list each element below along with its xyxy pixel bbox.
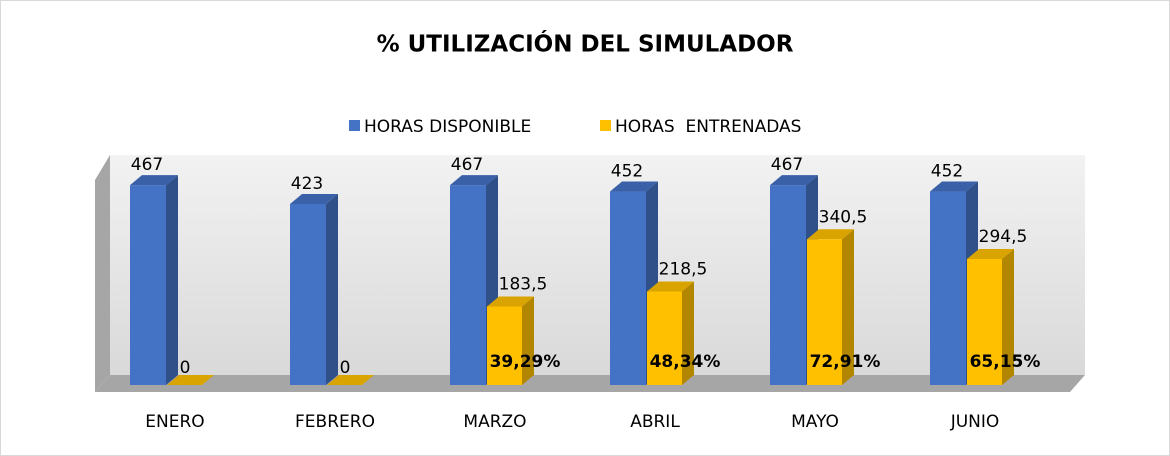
bar-face (842, 229, 854, 385)
legend-swatch (349, 120, 360, 131)
bar-face (930, 191, 966, 385)
percent-label: 48,34% (650, 352, 721, 372)
bar (290, 193, 338, 385)
bar-face (682, 281, 694, 385)
percent-label: 39,29% (490, 352, 561, 372)
data-label: 467 (771, 155, 803, 175)
bar-face (807, 239, 842, 385)
legend-label: HORAS ENTRENADAS (615, 117, 801, 137)
bar-face (610, 191, 646, 385)
bar-face (487, 306, 522, 385)
percent-label: 72,91% (810, 352, 881, 372)
bar (167, 375, 214, 385)
data-label: 0 (180, 358, 191, 378)
bar (807, 229, 854, 385)
bar-face (450, 175, 498, 186)
bar-face (166, 175, 178, 385)
data-label: 423 (291, 174, 323, 194)
bar-face (522, 296, 534, 385)
bar-face (770, 185, 806, 385)
bar-face (290, 203, 326, 385)
percent-label: 65,15% (970, 352, 1041, 372)
bar-face (807, 229, 854, 240)
bar-face (130, 185, 166, 385)
bar-face (647, 281, 694, 292)
x-tick-label: MAYO (791, 412, 839, 432)
bar-face (930, 181, 978, 192)
bar (487, 296, 534, 385)
data-label: 452 (611, 162, 643, 182)
data-label: 183,5 (499, 274, 548, 294)
bar-face (487, 296, 534, 307)
bar-face (967, 258, 1002, 385)
x-tick-label: FEBRERO (295, 412, 375, 432)
bar (647, 281, 694, 385)
data-label: 467 (451, 155, 483, 175)
data-label: 294,5 (979, 227, 1028, 247)
bar-face (770, 175, 818, 186)
x-tick-label: ABRIL (630, 412, 680, 432)
x-tick-label: MARZO (463, 412, 526, 432)
x-tick-label: ENERO (145, 412, 204, 432)
bar-face (326, 193, 338, 385)
legend-label: HORAS DISPONIBLE (364, 117, 531, 137)
bar-face (290, 193, 338, 204)
x-tick-label: JUNIO (950, 412, 1000, 432)
bar (327, 375, 374, 385)
bar (130, 175, 178, 385)
data-label: 0 (340, 358, 351, 378)
bar-face (1002, 248, 1014, 385)
bar-face (647, 291, 682, 385)
bar-face (610, 181, 658, 192)
bar (610, 181, 658, 385)
data-label: 467 (131, 155, 163, 175)
legend-swatch (600, 120, 611, 131)
chart-title: % UTILIZACIÓN DEL SIMULADOR (377, 30, 794, 58)
bar-face (450, 185, 486, 385)
data-label: 340,5 (819, 207, 868, 227)
data-label: 452 (931, 162, 963, 182)
bar-face (967, 248, 1014, 259)
bar-face (327, 375, 374, 385)
bar-face (130, 175, 178, 186)
data-label: 218,5 (659, 259, 708, 279)
bar (967, 248, 1014, 385)
bar-face (167, 375, 214, 385)
side-wall (95, 155, 110, 392)
